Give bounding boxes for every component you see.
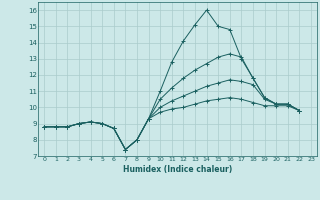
X-axis label: Humidex (Indice chaleur): Humidex (Indice chaleur) [123, 165, 232, 174]
